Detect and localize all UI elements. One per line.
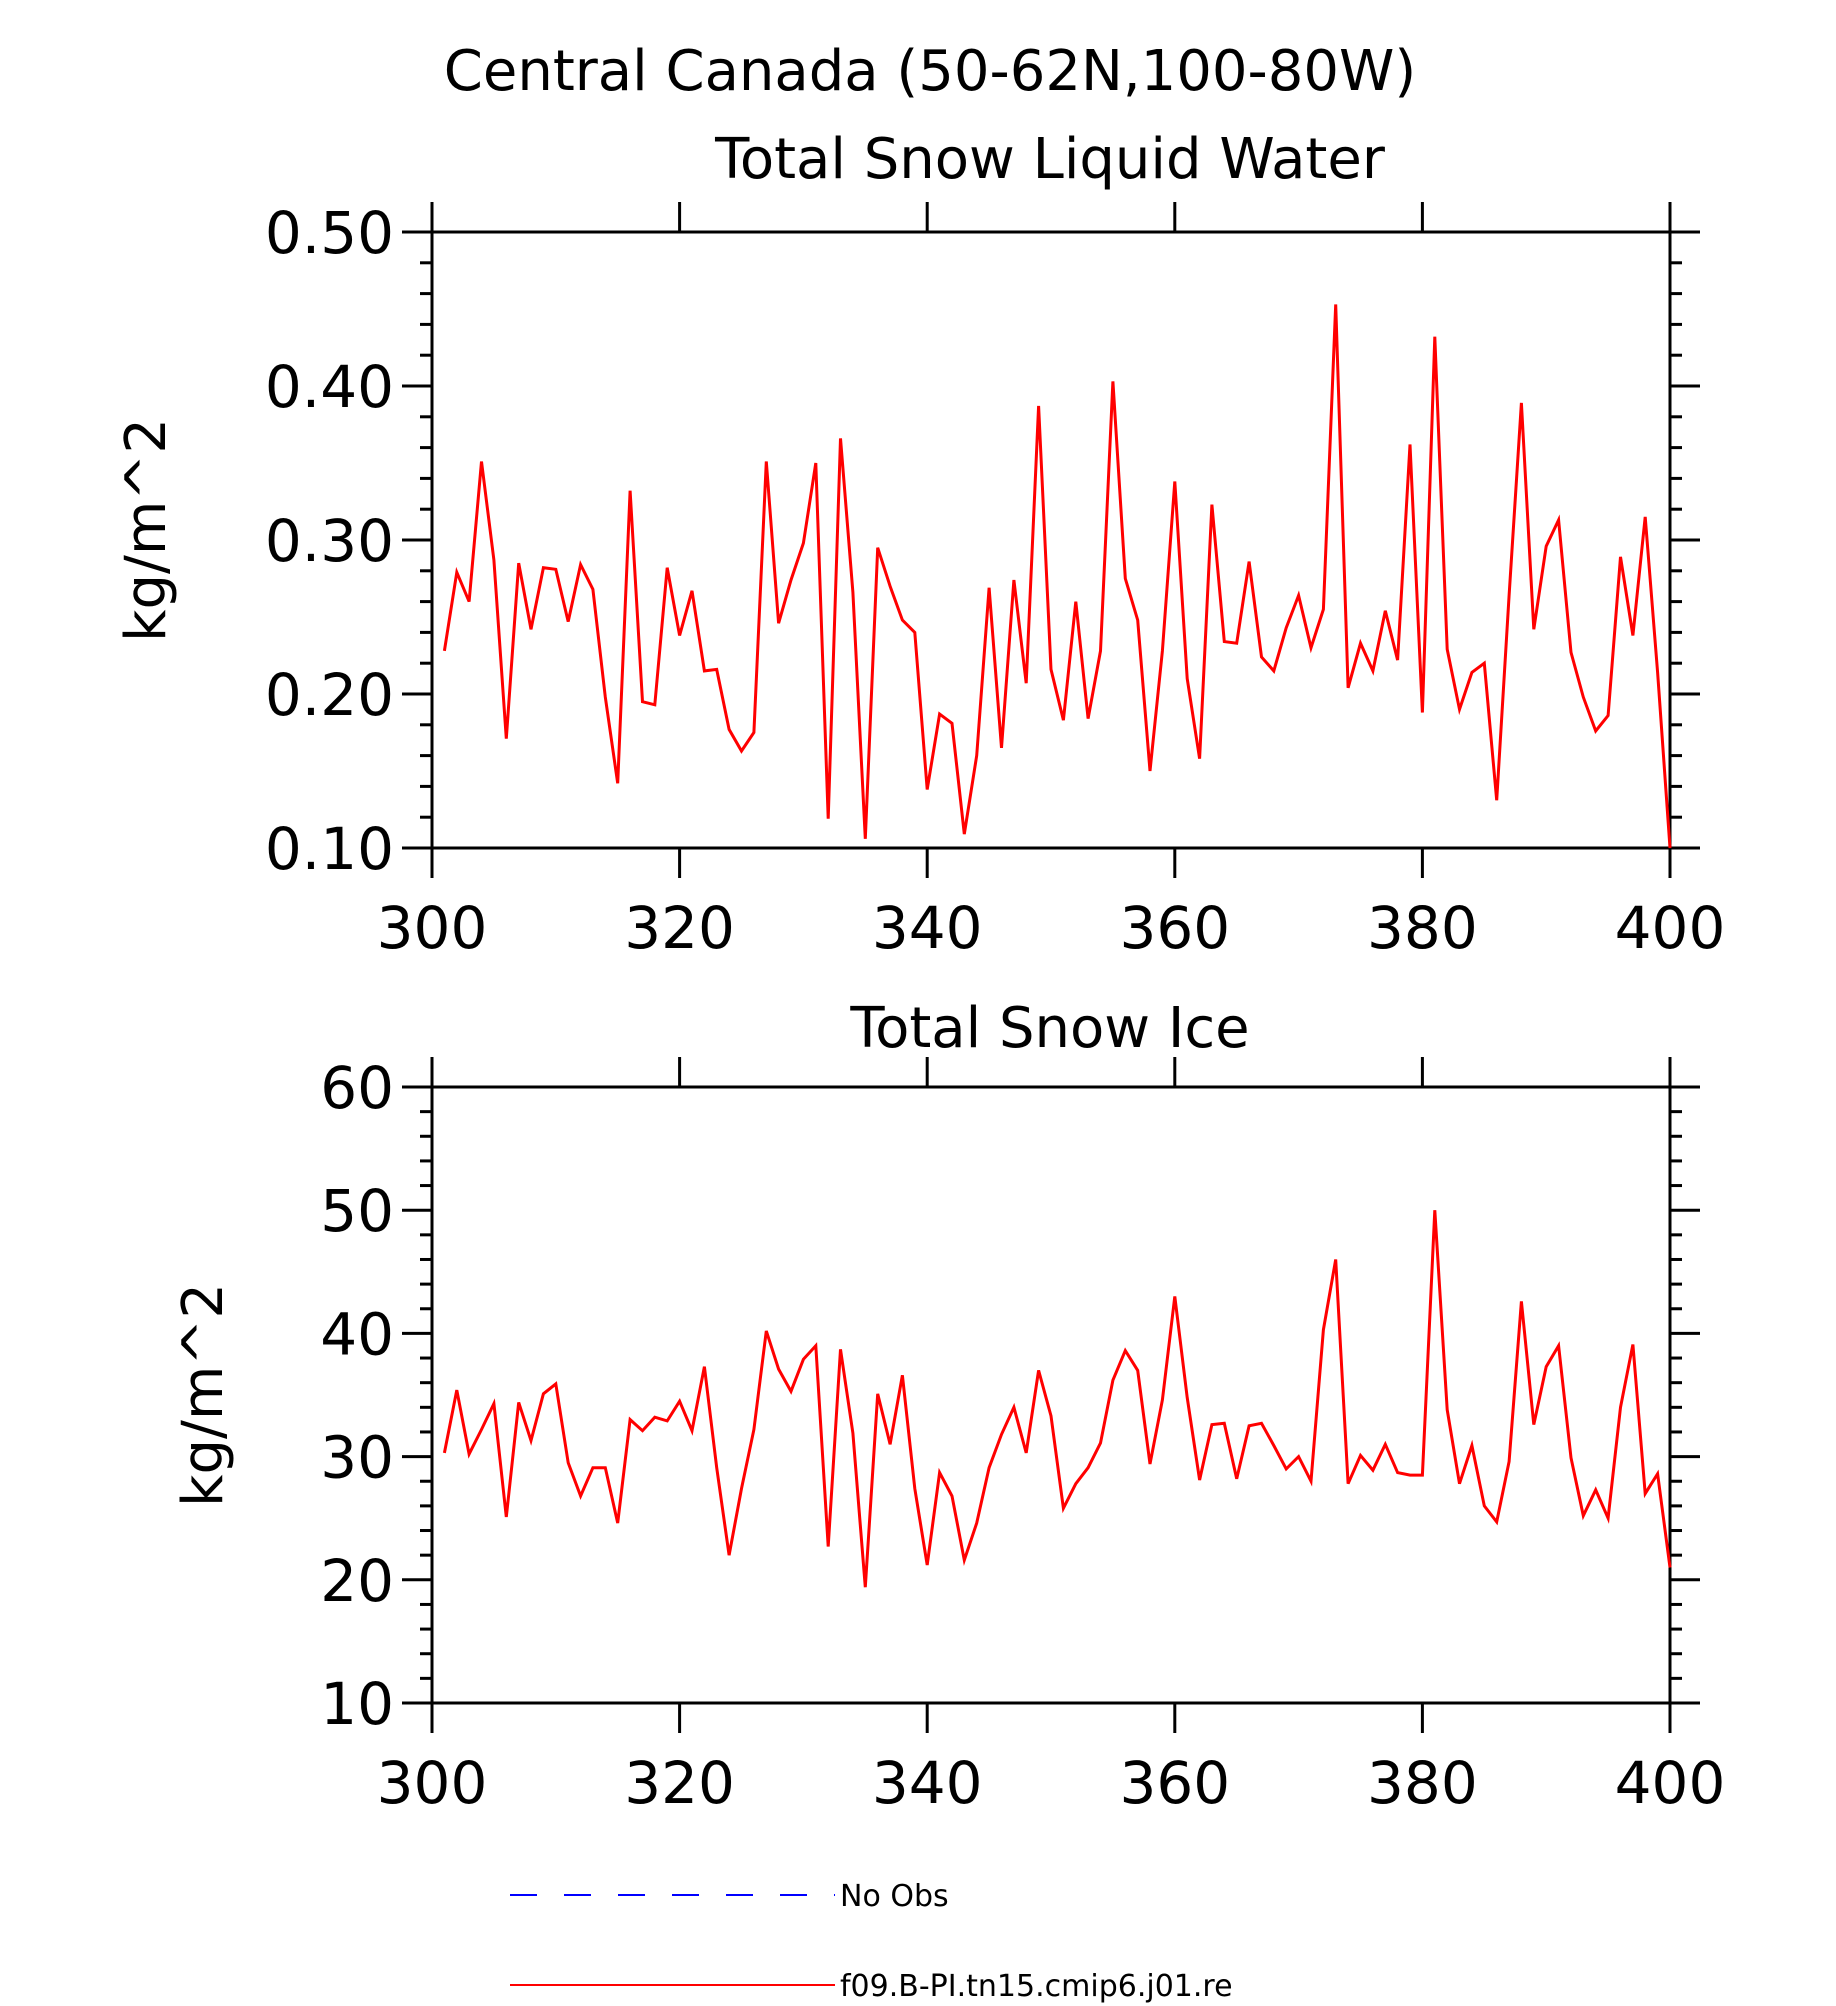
x-tick-label: 340 [872,894,983,962]
ticks [402,1057,1700,1733]
x-tick-label: 300 [377,894,488,962]
panel-snow-ice: Total Snow Ice kg/m^2 10 20 30 40 50 60 300 32… [171,996,1725,1817]
y-tick-label: 0.50 [265,199,394,267]
legend-label-model: f09.B-PI.tn15.cmip6.j01.re [840,1969,1233,2004]
panel-title: Total Snow Liquid Water [714,127,1386,192]
y-tick-label: 0.10 [265,815,394,883]
y-axis-label: kg/m^2 [114,418,179,642]
plot-frame [430,230,1672,850]
ticks [402,202,1700,878]
y-tick-label: 50 [320,1177,394,1245]
y-axis-label: kg/m^2 [171,1283,236,1507]
x-tick-label: 320 [624,894,735,962]
x-tick-label: 360 [1119,1749,1230,1817]
y-tick-label: 10 [320,1670,394,1738]
y-tick-label: 20 [320,1547,394,1615]
x-tick-label: 380 [1367,894,1478,962]
x-tick-label: 300 [377,1749,488,1817]
y-tick-labels: 10 20 30 40 50 60 [320,1054,394,1738]
x-tick-label: 400 [1615,894,1726,962]
y-tick-label: 0.40 [265,353,394,421]
x-tick-label: 340 [872,1749,983,1817]
y-tick-label: 60 [320,1054,394,1122]
x-tick-label: 320 [624,1749,735,1817]
series-line [442,304,1672,849]
legend: No Obs f09.B-PI.tn15.cmip6.j01.re [510,1879,1233,2004]
plot-frame [430,1085,1672,1705]
x-tick-label: 400 [1615,1749,1726,1817]
legend-label-no-obs: No Obs [840,1879,949,1914]
x-tick-labels: 300 320 340 360 380 400 [377,1749,1726,1817]
x-tick-labels: 300 320 340 360 380 400 [377,894,1726,962]
x-tick-label: 360 [1119,894,1230,962]
series-line [442,1210,1672,1588]
y-tick-label: 40 [320,1300,394,1368]
x-tick-label: 380 [1367,1749,1478,1817]
panel-title: Total Snow Ice [849,996,1249,1061]
panel-snow-liquid-water: Total Snow Liquid Water kg/m^2 0.100.200… [114,127,1725,962]
figure-title: Central Canada (50-62N,100-80W) [444,39,1416,104]
y-tick-label: 30 [320,1424,394,1492]
y-tick-label: 0.30 [265,507,394,575]
y-tick-labels: 0.10 0.20 0.30 0.40 0.50 [265,199,394,883]
y-tick-label: 0.20 [265,661,394,729]
